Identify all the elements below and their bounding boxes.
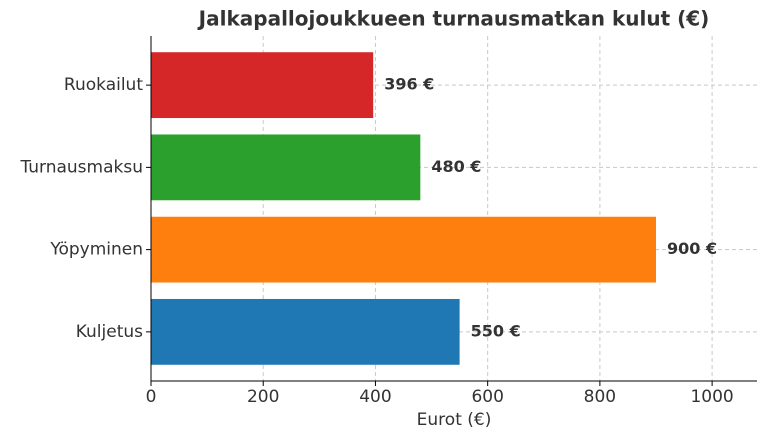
chart-title: Jalkapallojoukkueen turnausmatkan kulut …	[197, 7, 710, 31]
value-label: 480 €	[431, 157, 481, 176]
x-axis-label: Eurot (€)	[417, 410, 492, 430]
value-label: 550 €	[471, 321, 521, 340]
value-label: 900 €	[667, 239, 717, 258]
x-tick-label: 600	[471, 387, 503, 407]
y-tick-label: Kuljetus	[76, 322, 143, 342]
y-tick-label: Yöpyminen	[49, 240, 143, 260]
value-label: 396 €	[384, 75, 434, 94]
bar	[151, 134, 421, 201]
y-tick-label: Ruokailut	[64, 75, 143, 95]
x-tick-label: 400	[359, 387, 391, 407]
bar	[151, 216, 656, 283]
x-tick-label: 800	[584, 387, 616, 407]
x-tick-label: 200	[247, 387, 279, 407]
x-tick-label: 0	[146, 387, 157, 407]
bar	[151, 52, 374, 119]
bar	[151, 298, 460, 365]
x-tick-label: 1000	[690, 387, 733, 407]
y-tick-label: Turnausmaksu	[19, 157, 143, 177]
